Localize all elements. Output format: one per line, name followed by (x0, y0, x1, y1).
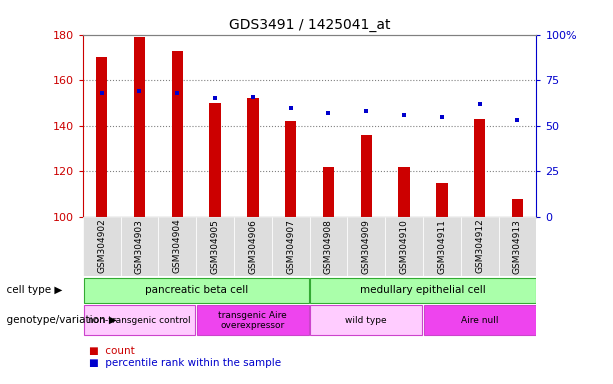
Bar (210, 103, 221, 217)
Text: GSM304912: GSM304912 (475, 219, 484, 273)
Text: ■  count: ■ count (89, 346, 135, 356)
Text: GSM304913: GSM304913 (513, 219, 522, 274)
Bar (423, 217, 461, 276)
Bar (197, 305, 309, 336)
Bar (234, 217, 272, 276)
Text: GSM304905: GSM304905 (210, 219, 219, 274)
Text: GSM304911: GSM304911 (437, 219, 446, 274)
Text: genotype/variation ▶: genotype/variation ▶ (0, 315, 117, 326)
Bar (498, 217, 536, 276)
Text: GSM304908: GSM304908 (324, 219, 333, 274)
Text: GSM304904: GSM304904 (173, 219, 182, 273)
Bar (83, 305, 196, 336)
Bar (323, 167, 334, 217)
Bar (385, 217, 423, 276)
Text: GSM304906: GSM304906 (248, 219, 257, 274)
Bar (83, 217, 121, 276)
Text: ■  percentile rank within the sample: ■ percentile rank within the sample (89, 358, 281, 367)
Bar (172, 51, 183, 217)
Bar (310, 278, 536, 303)
Bar (196, 217, 234, 276)
Bar (285, 121, 296, 217)
Text: GSM304909: GSM304909 (362, 219, 371, 274)
Bar (121, 217, 158, 276)
Bar (512, 199, 523, 217)
Bar (436, 183, 447, 217)
Bar (398, 167, 409, 217)
Bar (272, 217, 310, 276)
Text: wild type: wild type (346, 316, 387, 325)
Bar (96, 57, 107, 217)
Bar (310, 217, 348, 276)
Bar (247, 98, 259, 217)
Bar (348, 217, 385, 276)
Bar (461, 217, 498, 276)
Bar (134, 37, 145, 217)
Title: GDS3491 / 1425041_at: GDS3491 / 1425041_at (229, 18, 390, 32)
Text: Aire null: Aire null (461, 316, 498, 325)
Text: pancreatic beta cell: pancreatic beta cell (145, 285, 248, 295)
Bar (474, 119, 485, 217)
Bar (158, 217, 196, 276)
Text: cell type ▶: cell type ▶ (0, 285, 63, 295)
Bar (424, 305, 536, 336)
Text: transgenic Aire
overexpressor: transgenic Aire overexpressor (218, 311, 287, 330)
Bar (310, 305, 422, 336)
Text: GSM304907: GSM304907 (286, 219, 295, 274)
Text: non-transgenic control: non-transgenic control (88, 316, 191, 325)
Bar (360, 135, 372, 217)
Text: GSM304903: GSM304903 (135, 219, 144, 274)
Text: medullary epithelial cell: medullary epithelial cell (360, 285, 486, 295)
Bar (83, 278, 309, 303)
Text: GSM304902: GSM304902 (97, 219, 106, 273)
Text: GSM304910: GSM304910 (400, 219, 409, 274)
